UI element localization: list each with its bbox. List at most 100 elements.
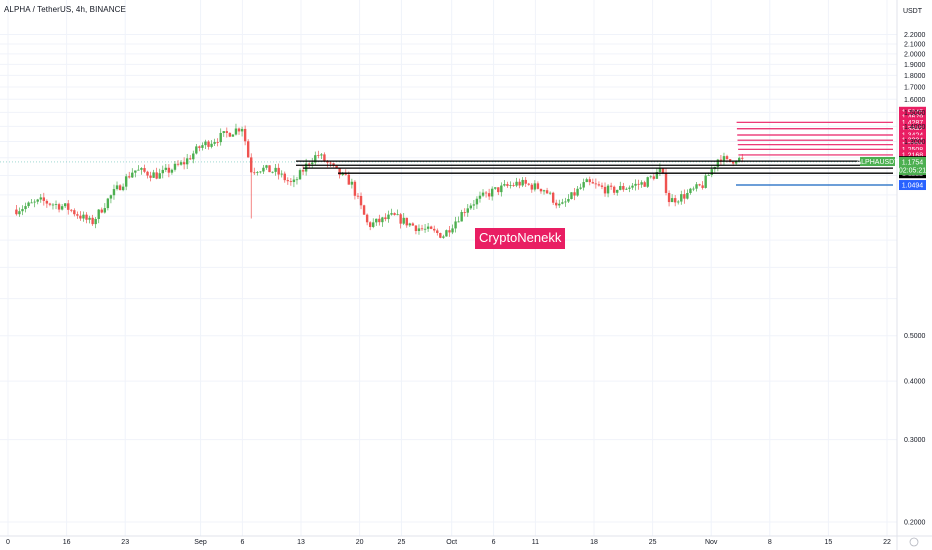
candle-body xyxy=(494,187,497,189)
candle-body xyxy=(643,182,646,187)
candle-body xyxy=(631,185,634,188)
candle-body xyxy=(45,200,49,204)
candle-body xyxy=(320,154,323,156)
candle-body xyxy=(716,159,720,167)
candle-body xyxy=(378,218,381,223)
candle-body xyxy=(54,204,58,205)
candle-body xyxy=(582,182,585,188)
candle-body xyxy=(347,174,351,185)
candle-body xyxy=(48,203,52,205)
resistance-tag xyxy=(899,117,926,128)
candle-body xyxy=(423,228,427,230)
candle-body xyxy=(436,230,439,234)
candle-body xyxy=(240,128,244,132)
candle-body xyxy=(143,168,146,172)
candle-body xyxy=(210,143,213,147)
candle-body xyxy=(506,184,509,186)
candle-body xyxy=(594,183,598,185)
candle-body xyxy=(231,134,235,137)
candle-body xyxy=(79,215,82,219)
price-axis-label: 0.2000 xyxy=(904,520,926,527)
candle-body xyxy=(164,167,168,170)
resistance-tag xyxy=(899,123,926,134)
candle-body xyxy=(634,183,637,186)
time-axis-label: 20 xyxy=(356,539,364,546)
candle-body xyxy=(259,171,262,173)
price-axis-label: 1.9000 xyxy=(904,62,926,69)
candle-body xyxy=(387,214,390,220)
candle-body xyxy=(365,214,369,223)
candle-body xyxy=(597,184,601,186)
candle-body xyxy=(567,198,570,202)
candle-body xyxy=(222,131,225,133)
time-axis-label: 23 xyxy=(121,539,129,546)
time-axis-label: Oct xyxy=(446,539,457,546)
candle-body xyxy=(237,128,241,132)
candle-body xyxy=(207,141,210,147)
candle-body xyxy=(112,189,116,196)
candle-body xyxy=(372,222,375,227)
candle-body xyxy=(710,169,713,175)
time-axis-label: 22 xyxy=(883,539,891,546)
candle-body xyxy=(18,211,21,215)
candle-body xyxy=(94,218,97,225)
candle-body xyxy=(503,184,506,186)
resistance-tag-label: 1.2168 xyxy=(902,152,924,159)
candle-body xyxy=(30,202,33,204)
candle-body xyxy=(612,186,616,193)
candle-body xyxy=(652,176,656,179)
price-axis-label: 2.1000 xyxy=(904,42,926,49)
candle-body xyxy=(564,201,567,203)
candle-body xyxy=(487,193,491,197)
candle-body xyxy=(88,217,91,220)
candle-body xyxy=(411,223,415,226)
candle-body xyxy=(167,167,171,173)
candle-body xyxy=(262,167,265,172)
candle-body xyxy=(24,206,27,210)
candle-body xyxy=(192,153,195,160)
candle-body xyxy=(121,186,125,191)
candle-body xyxy=(195,146,198,154)
candle-body xyxy=(472,204,476,206)
time-axis-label: 6 xyxy=(492,539,496,546)
candle-body xyxy=(542,190,546,192)
candle-body xyxy=(722,156,726,162)
candle-body xyxy=(734,161,738,164)
candle-body xyxy=(243,128,247,142)
candle-body xyxy=(686,192,689,199)
candle-body xyxy=(570,192,573,199)
candle-body xyxy=(286,180,290,182)
price-axis-label: 1.5000 xyxy=(904,110,926,117)
candle-body xyxy=(106,198,110,209)
candle-body xyxy=(326,161,329,163)
candle-body xyxy=(146,171,149,176)
price-axis-label: 2.0000 xyxy=(904,51,926,58)
candle-body xyxy=(481,192,485,196)
candle-body xyxy=(738,157,741,162)
candle-body xyxy=(353,181,357,196)
candle-body xyxy=(268,165,271,173)
time-axis-label: 13 xyxy=(297,539,305,546)
candle-body xyxy=(442,236,445,238)
candle-body xyxy=(558,203,561,206)
time-axis-label: Sep xyxy=(194,539,207,546)
price-axis-unit: USDT xyxy=(903,8,923,15)
time-axis-label: 25 xyxy=(398,539,406,546)
candle-body xyxy=(332,163,335,166)
price-axis-label: 0.3000 xyxy=(904,437,926,444)
candle-body xyxy=(512,185,515,186)
candle-body xyxy=(338,167,341,175)
candle-body xyxy=(695,184,698,189)
settings-gear-icon xyxy=(909,537,919,547)
candle-body xyxy=(314,155,317,163)
candle-body xyxy=(137,169,140,171)
resistance-tag xyxy=(899,106,926,117)
candle-body xyxy=(509,185,512,186)
candle-body xyxy=(561,202,564,204)
price-axis-label: 0.4000 xyxy=(904,379,926,386)
candle-body xyxy=(515,181,518,186)
candle-body xyxy=(21,209,24,212)
candle-body xyxy=(216,142,219,143)
